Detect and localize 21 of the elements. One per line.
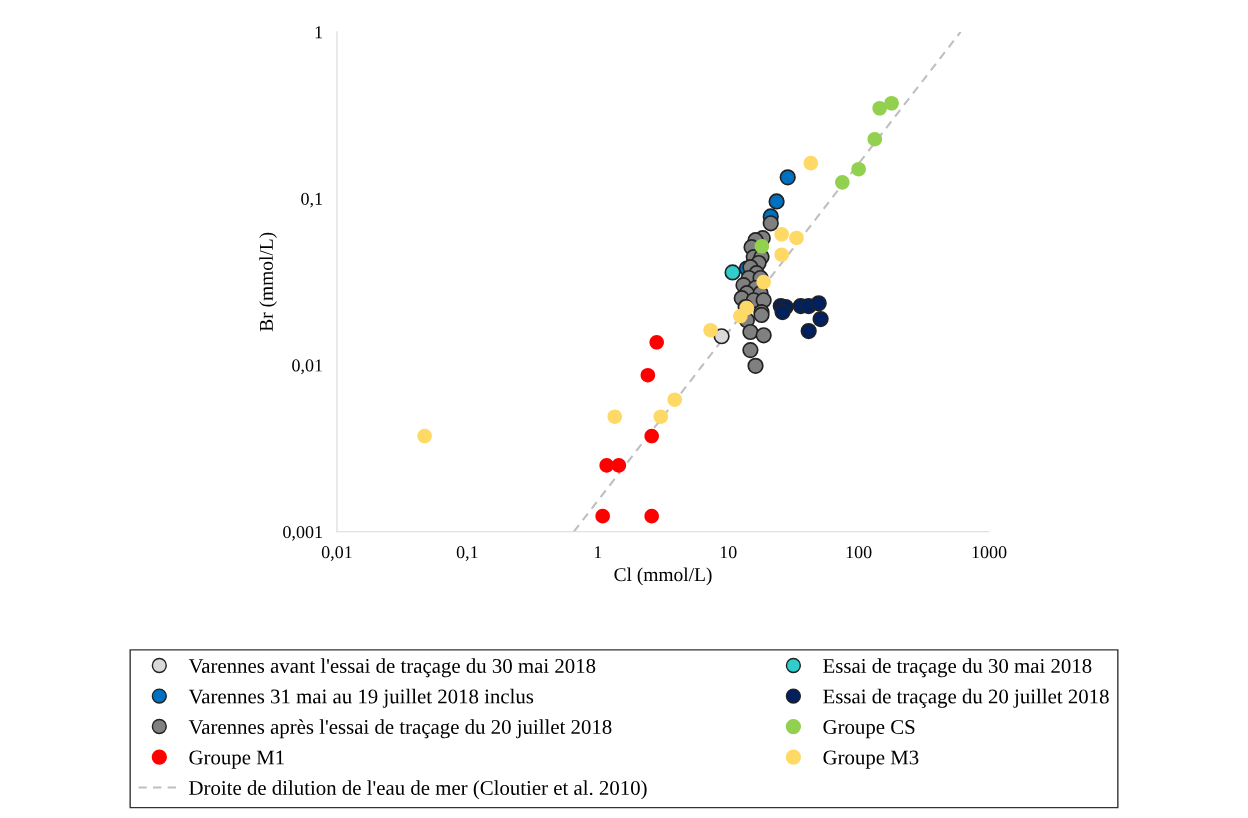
legend-label: Varennes 31 mai au 19 juillet 2018 inclus [188, 688, 534, 708]
legend-label: Varennes après l'essai de traçage du 20 juillet 2018 [188, 719, 612, 739]
legend-label: Varennes avant l'essai de traçage du 30 mai 2018 [188, 658, 596, 678]
legend-label: Essai de traçage du 20 juillet 2018 [823, 688, 1109, 708]
x-axis-title: Cl (mmol/L) [614, 567, 712, 586]
legend-label: Groupe M1 [189, 750, 284, 769]
x-tick-label: 0,01 [321, 546, 352, 561]
y-tick-label: 0,001 [283, 525, 322, 541]
x-tick-label: 100 [846, 546, 872, 559]
y-tick-label: 1 [315, 26, 322, 39]
x-tick-label: 1000 [972, 546, 1007, 559]
legend-label: Groupe CS [823, 720, 915, 739]
x-tick-label: 0,1 [456, 546, 478, 561]
legend-label: Essai de traçage du 30 mai 2018 [823, 658, 1092, 678]
y-axis-title: Br (mmol/L) [259, 232, 277, 332]
y-tick-label: 0,01 [292, 359, 322, 375]
x-tick-label: 1 [594, 546, 602, 559]
y-tick-label: 0,1 [301, 192, 322, 208]
x-tick-label: 10 [720, 546, 737, 559]
legend-label: Droite de dilution de l'eau de mer (Cloutier et al. 2010) [189, 780, 647, 800]
legend-label: Groupe M3 [823, 750, 919, 769]
